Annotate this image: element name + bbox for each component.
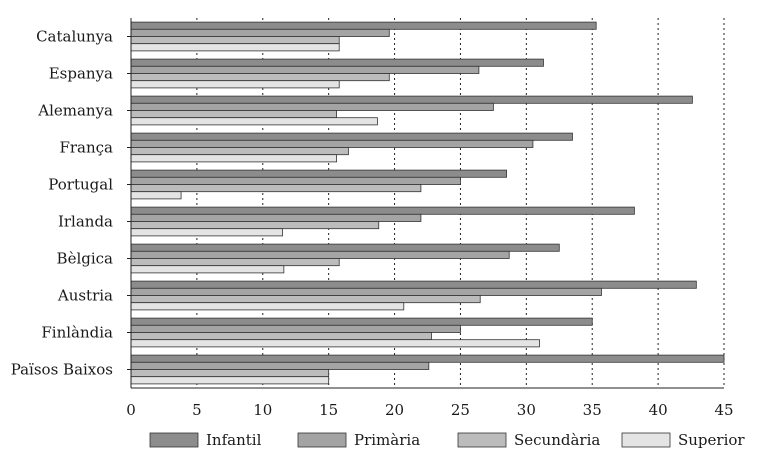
x-tick-label: 15 (319, 401, 338, 419)
legend-label: Superior (678, 431, 745, 449)
label-layer: 0 5 10 15 20 25 30 35 40 45 Catalunya Espanya Aleman… (11, 28, 734, 420)
bar-infantil (130, 317, 593, 326)
bar-infantil (130, 132, 573, 141)
bar-secundària (130, 369, 330, 378)
bar-secundària (130, 332, 432, 341)
bar-primària (130, 102, 494, 111)
bar-primària (130, 324, 461, 333)
category-label: Catalunya (36, 28, 113, 46)
bar-primària (130, 213, 422, 222)
x-tick-label: 25 (451, 401, 470, 419)
bar-secundària (130, 184, 422, 193)
legend-layer: Infantil Primària Secundària Superior (149, 431, 745, 449)
axis-layer (127, 18, 724, 389)
category-label: Finlàndia (41, 324, 113, 342)
bar-primària (130, 65, 480, 74)
legend-swatch-primària (297, 432, 347, 448)
bar-secundària (130, 73, 390, 82)
bar-infantil (130, 243, 560, 252)
bar-superior (130, 376, 330, 385)
x-tick-label: 5 (192, 401, 202, 419)
category-label: Alemanya (37, 102, 113, 120)
bar-secundària (130, 295, 481, 304)
bar-infantil (130, 95, 693, 104)
bar-primària (130, 176, 461, 185)
x-tick-label: 35 (583, 401, 602, 419)
x-tick-label: 40 (649, 401, 668, 419)
bar-infantil (130, 169, 507, 178)
category-label: Austria (57, 287, 113, 305)
legend-label: Secundària (514, 431, 600, 449)
bar-primària (130, 139, 534, 148)
legend-label: Primària (354, 431, 420, 449)
legend-label: Infantil (206, 431, 262, 449)
x-tick-label: 30 (517, 401, 536, 419)
x-tick-label: 10 (253, 401, 272, 419)
bar-layer (130, 21, 725, 385)
bar-primària (130, 28, 390, 37)
category-label: Països Baixos (11, 361, 113, 379)
bar-infantil (130, 280, 697, 289)
category-label: Irlanda (58, 213, 113, 231)
bar-superior (130, 191, 182, 200)
category-label: França (59, 139, 113, 157)
bar-infantil (130, 206, 635, 215)
legend-swatch-secundària (457, 432, 507, 448)
category-label: Espanya (49, 65, 113, 83)
legend-swatch-infantil (149, 432, 199, 448)
legend-swatch-superior (621, 432, 671, 448)
x-tick-label: 0 (126, 401, 136, 419)
category-label: Bèlgica (57, 250, 113, 268)
bar-secundària (130, 36, 340, 45)
bar-infantil (130, 58, 544, 67)
bar-infantil (130, 354, 725, 363)
bar-superior (130, 154, 337, 163)
bar-secundària (130, 258, 340, 267)
category-label: Portugal (48, 176, 113, 194)
bar-secundària (130, 110, 337, 119)
bar-superior (130, 117, 378, 126)
bar-secundària (130, 221, 380, 230)
bar-superior (130, 302, 405, 311)
bar-infantil (130, 21, 597, 30)
bar-superior (130, 80, 340, 89)
x-tick-label: 20 (385, 401, 404, 419)
bar-superior (130, 265, 285, 274)
bar-secundària (130, 147, 349, 156)
bar-superior (130, 43, 340, 52)
bar-primària (130, 250, 510, 259)
x-tick-label: 45 (714, 401, 733, 419)
bar-superior (130, 228, 283, 237)
bar-superior (130, 339, 540, 348)
bar-primària (130, 287, 602, 296)
bar-primària (130, 361, 430, 370)
